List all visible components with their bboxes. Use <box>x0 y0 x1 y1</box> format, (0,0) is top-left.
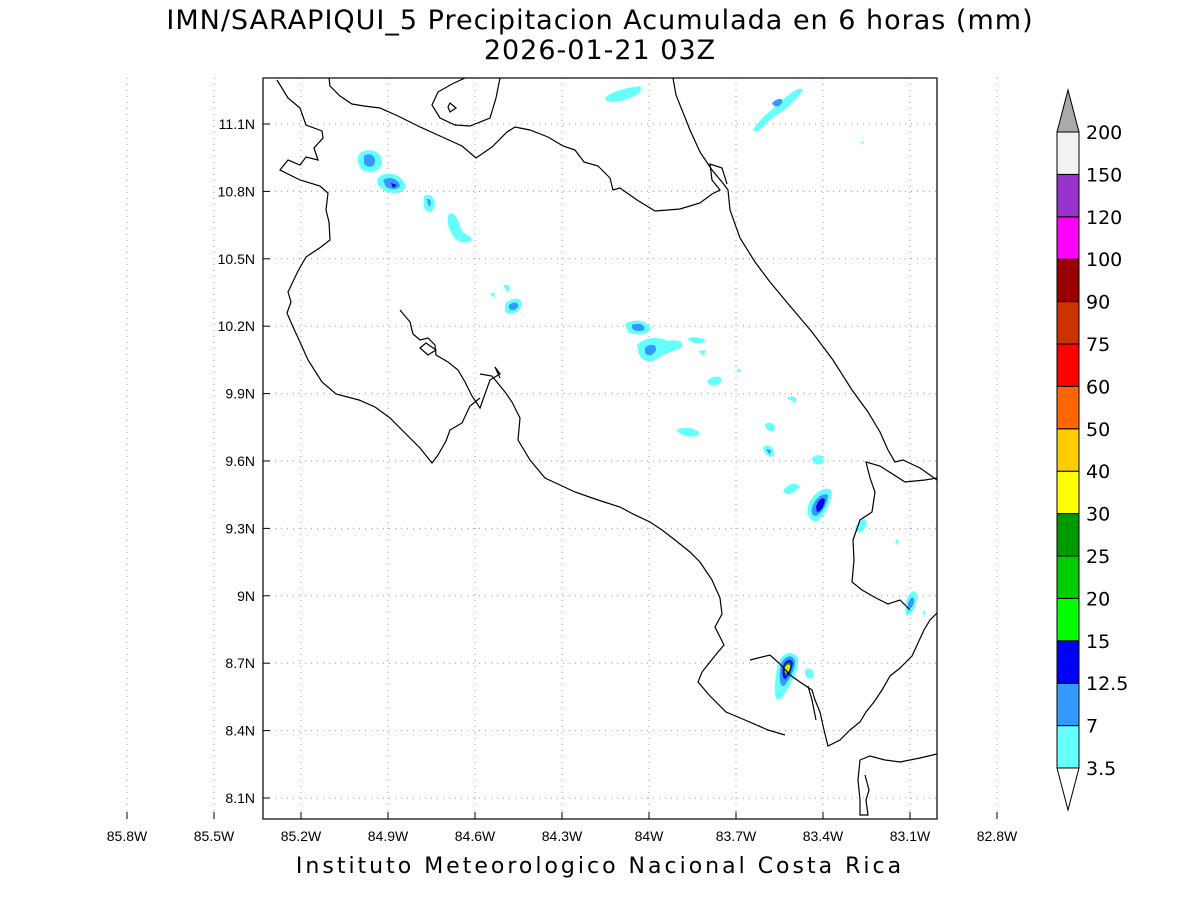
pacific-coast-central <box>479 373 786 736</box>
precipitation-field <box>357 86 926 700</box>
x-tick-label: 84.9W <box>368 828 409 844</box>
colorbar-under-arrow <box>1056 767 1080 812</box>
colorbar-box <box>1056 555 1080 599</box>
lake-nicaragua-shore <box>431 78 501 127</box>
colorbar-label: 150 <box>1086 164 1122 186</box>
plot-frame <box>262 77 938 820</box>
precip-cell <box>447 213 472 243</box>
y-tick-label: 10.5N <box>218 251 255 267</box>
map-datetime: 2026-01-21 03Z <box>483 35 717 66</box>
colorbar-label: 20 <box>1086 588 1110 610</box>
colorbar-box <box>1056 640 1080 684</box>
colorbar-label: 12.5 <box>1086 673 1128 695</box>
colorbar-label: 25 <box>1086 546 1110 568</box>
colorbar-box <box>1056 385 1080 430</box>
precip-cell <box>424 194 435 213</box>
map-title: IMN/SARAPIQUI_5 Precipitacion Acumulada … <box>166 5 1034 36</box>
colorbar-box <box>1056 725 1080 769</box>
y-tick-label: 8.4N <box>225 723 255 739</box>
colorbar-box <box>1056 301 1080 345</box>
coastlines <box>276 78 937 816</box>
x-tick-label: 84.3W <box>542 828 583 844</box>
colorbar-box <box>1056 258 1080 303</box>
colorbar-over-arrow <box>1056 88 1080 133</box>
x-tick-label: 85.2W <box>281 828 322 844</box>
x-tick-label: 85.8W <box>107 828 148 844</box>
colorbar-label: 15 <box>1086 631 1110 653</box>
colorbar-label: 60 <box>1086 376 1110 398</box>
x-tick-label: 84.6W <box>455 828 496 844</box>
y-tick-label: 9.9N <box>225 386 255 402</box>
precip-cell <box>774 652 814 700</box>
golfo-dulce-inner <box>807 685 817 721</box>
colorbar-box <box>1056 131 1080 175</box>
colorbar: 3.5 7 12.5 15 20 25 30 40 50 60 75 90 100 120 150 200 <box>1056 88 1128 812</box>
colorbar-label: 7 <box>1086 716 1098 738</box>
x-tick-label: 84W <box>635 828 665 844</box>
grid-lines <box>126 78 998 819</box>
colorbar-box <box>1056 428 1080 472</box>
x-tick-label: 82.8W <box>977 828 1018 844</box>
x-tick-label: 83.7W <box>716 828 757 844</box>
precip-cell <box>357 150 383 173</box>
colorbar-box <box>1056 173 1080 218</box>
colorbar-box <box>1056 597 1080 642</box>
precip-cell <box>490 284 523 314</box>
y-tick-label: 9N <box>237 588 255 604</box>
colorbar-box <box>1056 216 1080 260</box>
precip-cell <box>783 455 832 522</box>
colorbar-box <box>1056 343 1080 387</box>
burica-peninsula <box>857 753 937 816</box>
footer-credit: Instituto Meteorologico Nacional Costa R… <box>295 854 905 879</box>
colorbar-box <box>1056 682 1080 727</box>
colorbar-label: 200 <box>1086 122 1122 144</box>
colorbar-label: 30 <box>1086 504 1110 526</box>
y-tick-label: 10.8N <box>218 183 255 199</box>
colorbar-label: 40 <box>1086 461 1110 483</box>
x-tick-label: 85.5W <box>194 828 235 844</box>
colorbar-box <box>1056 470 1080 515</box>
precip-cell <box>605 86 864 144</box>
y-tick-label: 9.6N <box>225 453 255 469</box>
north-coast-lake <box>328 78 728 212</box>
x-axis: 85.8W 85.5W 85.2W 84.9W 84.6W 84.3W 84W 83.7W 83… <box>107 812 1018 844</box>
precip-cell <box>377 173 406 194</box>
y-tick-label: 10.2N <box>218 318 255 334</box>
y-tick-label: 8.1N <box>225 790 255 806</box>
x-tick-label: 83.4W <box>803 828 844 844</box>
nicoya-gulf <box>399 309 501 410</box>
precip-cell <box>625 320 706 362</box>
colorbar-label: 100 <box>1086 249 1122 271</box>
y-axis: 11.1N 10.8N 10.5N 10.2N 9.9N 9.6N 9.3N 9N 8.7N 8.… <box>218 116 270 806</box>
caribbean-coast <box>672 78 937 481</box>
panama-border <box>851 461 937 611</box>
colorbar-label: 90 <box>1086 292 1110 314</box>
y-tick-label: 8.7N <box>225 655 255 671</box>
x-tick-label: 83.1W <box>890 828 931 844</box>
chira-island <box>419 342 438 356</box>
precip-cell <box>676 369 797 457</box>
colorbar-label: 75 <box>1086 334 1110 356</box>
colorbar-label: 3.5 <box>1086 758 1116 780</box>
nicaragua-border-coast <box>276 79 481 464</box>
y-tick-label: 11.1N <box>219 116 255 132</box>
ometepe-island <box>447 102 458 113</box>
osa-peninsula <box>749 612 937 747</box>
colorbar-box <box>1056 513 1080 557</box>
precip-cell <box>855 519 926 616</box>
colorbar-label: 50 <box>1086 419 1110 441</box>
y-tick-label: 9.3N <box>225 520 255 536</box>
colorbar-label: 120 <box>1086 207 1122 229</box>
